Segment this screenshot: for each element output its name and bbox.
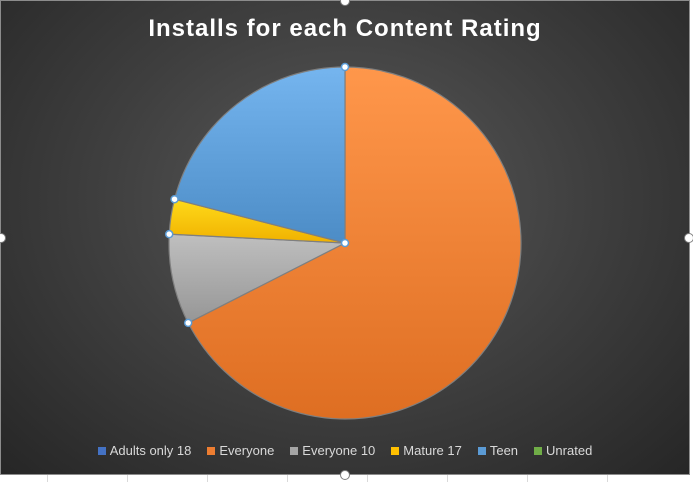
- chart-title: Installs for each Content Rating: [148, 15, 542, 42]
- legend-item[interactable]: Unrated: [534, 443, 592, 458]
- legend-item[interactable]: Mature 17: [391, 443, 462, 458]
- legend-item[interactable]: Everyone: [207, 443, 274, 458]
- slice-selection-point[interactable]: [340, 62, 350, 72]
- resize-handle-bottom[interactable]: [340, 470, 350, 480]
- legend-label: Unrated: [546, 443, 593, 458]
- legend-item[interactable]: Teen: [477, 443, 519, 458]
- slice-selection-point[interactable]: [183, 318, 193, 328]
- pie-center-selection-point[interactable]: [340, 238, 350, 248]
- legend-swatch: [290, 446, 299, 455]
- legend-label: Mature 17: [403, 443, 462, 458]
- pie-slice-everyone[interactable]: [187, 66, 522, 420]
- legend-item[interactable]: Adults only 18: [97, 443, 192, 458]
- legend-swatch: [207, 446, 216, 455]
- legend-item[interactable]: Everyone 10: [290, 443, 375, 458]
- legend-label: Teen: [489, 443, 519, 458]
- legend-label: Everyone: [219, 443, 275, 458]
- resize-handle-right[interactable]: [684, 233, 693, 243]
- legend-label: Everyone 10: [302, 443, 376, 458]
- pie-slice-teen[interactable]: [173, 66, 346, 244]
- legend-swatch: [391, 446, 400, 455]
- legend-swatch: [534, 446, 543, 455]
- slice-selection-point[interactable]: [170, 194, 179, 204]
- resize-handle-top[interactable]: [340, 0, 350, 6]
- legend[interactable]: Adults only 18 Everyone Everyone 10 Mature …: [1, 443, 689, 458]
- slice-selection-point[interactable]: [164, 229, 174, 239]
- legend-swatch: [97, 446, 106, 455]
- legend-swatch: [477, 446, 486, 455]
- legend-label: Adults only 18: [109, 443, 192, 458]
- resize-handle-left[interactable]: [0, 233, 6, 243]
